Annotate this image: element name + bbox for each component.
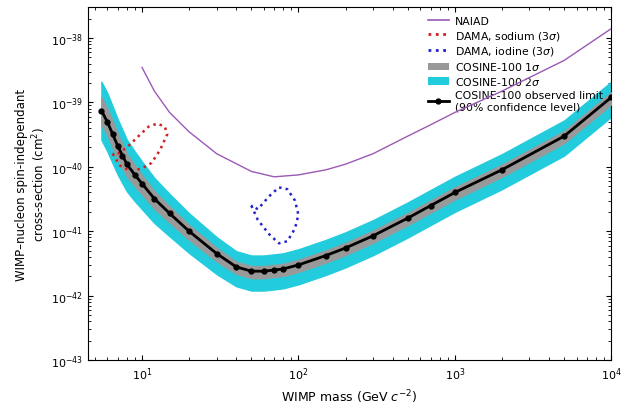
X-axis label: WIMP mass (GeV $c^{-2}$): WIMP mass (GeV $c^{-2}$): [281, 387, 418, 405]
Legend: NAIAD, DAMA, sodium (3$\sigma$), DAMA, iodine (3$\sigma$), COSINE-100 1$\sigma$,: NAIAD, DAMA, sodium (3$\sigma$), DAMA, i…: [424, 14, 606, 115]
Y-axis label: WIMP–nucleon spin-independant
cross-section (cm$^{2}$): WIMP–nucleon spin-independant cross-sect…: [14, 88, 48, 280]
